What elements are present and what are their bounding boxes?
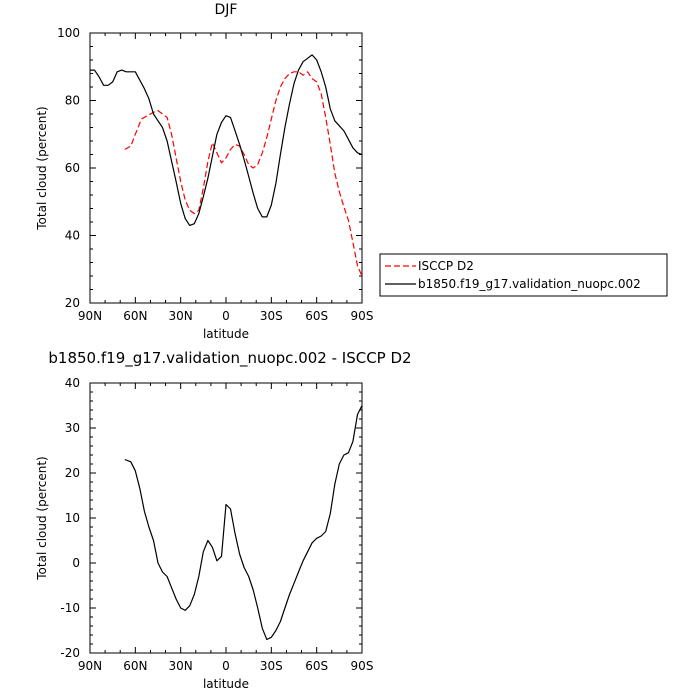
x-tick-label: 60N <box>123 309 147 323</box>
x-tick-label: 30N <box>169 309 193 323</box>
x-tick-label: 0 <box>222 659 230 673</box>
x-tick-label: 30N <box>169 659 193 673</box>
x-tick-label: 60S <box>305 659 328 673</box>
y-tick-label: 20 <box>65 466 80 480</box>
x-tick-label: 0 <box>222 309 230 323</box>
y-tick-label: 100 <box>57 26 80 40</box>
x-tick-label: 60S <box>305 309 328 323</box>
y-tick-label: 40 <box>65 229 80 243</box>
y-tick-label: 30 <box>65 421 80 435</box>
legend-label: b1850.f19_g17.validation_nuopc.002 <box>418 277 641 291</box>
x-tick-label: 90N <box>78 309 102 323</box>
y-tick-label: -20 <box>60 646 80 660</box>
x-tick-label: 90N <box>78 659 102 673</box>
y-tick-label: 20 <box>65 296 80 310</box>
y-axis-label: Total cloud (percent) <box>35 106 49 230</box>
x-tick-label: 90S <box>351 309 374 323</box>
plot-frame <box>89 382 363 654</box>
y-tick-label: 60 <box>65 161 80 175</box>
legend-box <box>379 253 668 297</box>
chart-title: b1850.f19_g17.validation_nuopc.002 - ISC… <box>48 349 411 368</box>
chart-title: DJF <box>215 2 238 18</box>
y-tick-label: 40 <box>65 376 80 390</box>
x-axis-label: latitude <box>203 327 249 341</box>
y-tick-label: 80 <box>65 94 80 108</box>
legend-label: ISCCP D2 <box>418 259 474 273</box>
x-tick-label: 60N <box>123 659 147 673</box>
series-line-difference <box>124 405 363 641</box>
x-tick-label: 30S <box>260 309 283 323</box>
series-line-model <box>90 54 363 226</box>
y-axis-label: Total cloud (percent) <box>35 456 49 580</box>
x-tick-label: 30S <box>260 659 283 673</box>
series-line-isccp-d2 <box>124 71 363 277</box>
y-tick-label: -10 <box>60 601 80 615</box>
x-tick-label: 90S <box>351 659 374 673</box>
x-axis-label: latitude <box>203 677 249 691</box>
y-tick-label: 10 <box>65 511 80 525</box>
y-tick-label: 0 <box>72 556 80 570</box>
